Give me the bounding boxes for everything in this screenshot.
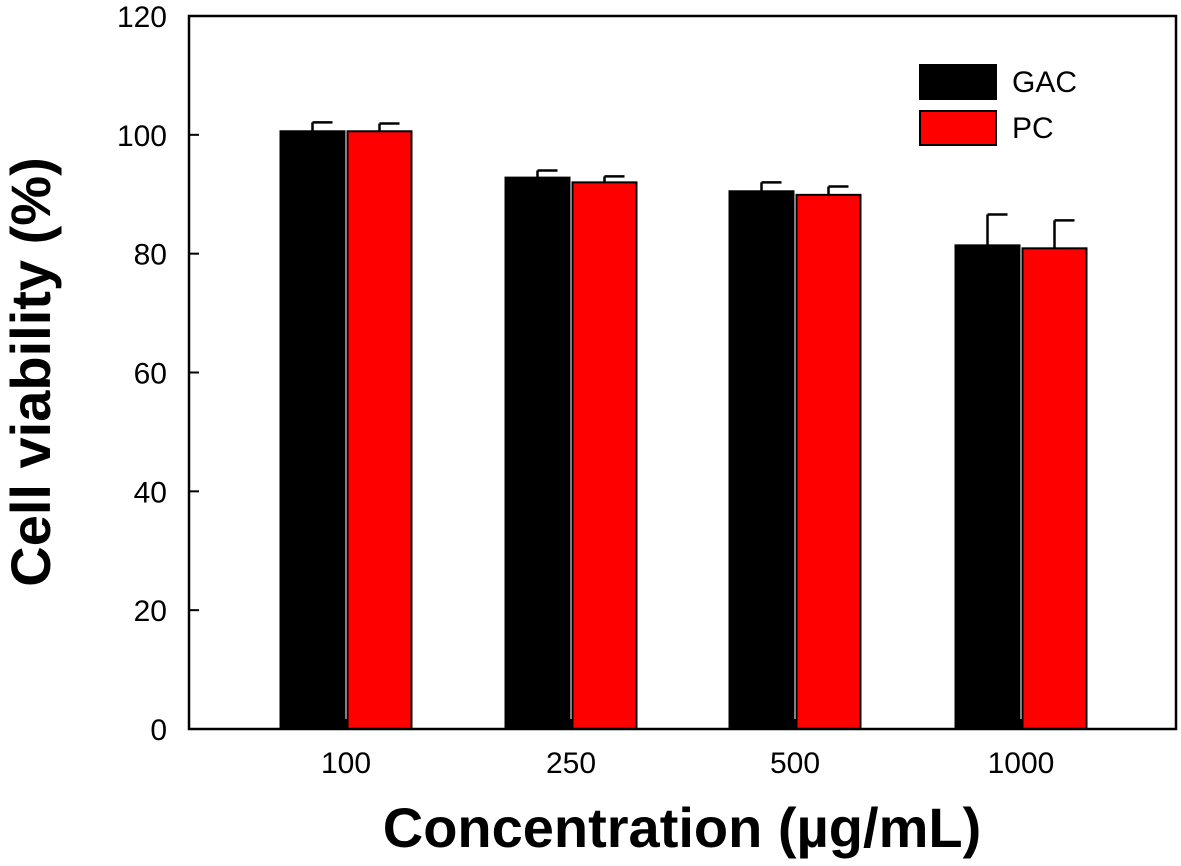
legend-swatch-gac (919, 64, 997, 100)
bar-pc (571, 181, 638, 731)
x-axis: 100 250 500 1000 (321, 719, 1054, 780)
y-axis: 0 20 40 60 80 100 120 (117, 1, 199, 747)
bar-pc (346, 130, 413, 731)
y-tick-label: 60 (134, 358, 167, 391)
y-tick-label: 40 (134, 476, 167, 509)
bar-gac (504, 176, 571, 730)
x-axis-title: Concentration (µg/mL) (383, 796, 981, 859)
legend: GAC PC (919, 64, 1077, 146)
y-tick-label: 100 (117, 120, 167, 153)
x-tick-label: 250 (546, 747, 596, 780)
bars-layer (279, 130, 1088, 731)
legend-label-pc: PC (1012, 112, 1054, 145)
y-tick-label: 120 (117, 1, 167, 34)
legend-label-gac: GAC (1012, 66, 1077, 99)
x-tick-label: 1000 (988, 747, 1055, 780)
x-tick-label: 100 (321, 747, 371, 780)
bar-pc (795, 193, 862, 730)
bar-pc (1021, 247, 1088, 731)
bar-gac (728, 190, 795, 730)
legend-swatch-pc (919, 110, 997, 146)
y-tick-label: 80 (134, 239, 167, 272)
bar-gac (279, 130, 346, 731)
x-tick-label: 500 (770, 747, 820, 780)
error-bars-layer (311, 121, 1075, 249)
y-tick-label: 20 (134, 595, 167, 628)
y-axis-title: Cell viability (%) (0, 157, 62, 586)
bar-gac (954, 244, 1021, 730)
y-tick-label: 0 (150, 714, 167, 747)
